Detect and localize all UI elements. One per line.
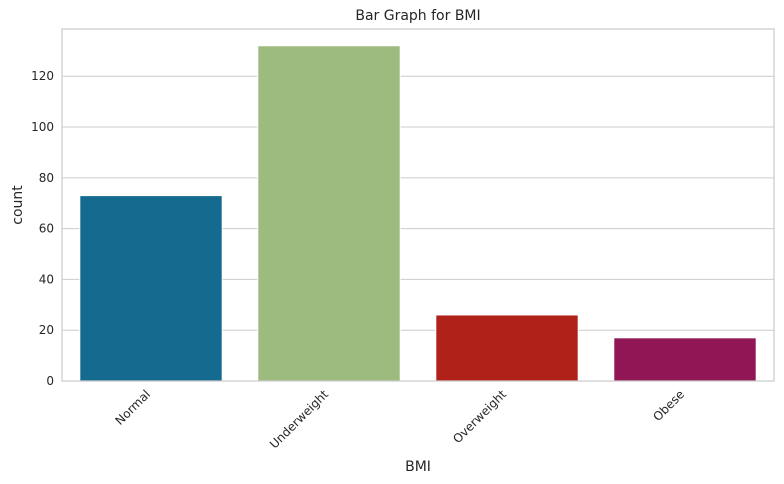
x-tick-label: Underweight	[267, 387, 331, 451]
y-axis-label: count	[10, 185, 26, 225]
x-tick-label: Normal	[113, 387, 154, 428]
x-tick-label: Overweight	[450, 387, 509, 446]
bar-normal	[79, 195, 223, 382]
y-tick-labels: 0 20 40 60 80 100 120	[31, 69, 54, 388]
x-axis-label: BMI	[405, 459, 431, 475]
y-tick-label: 120	[31, 69, 54, 83]
x-tick-label: Obese	[650, 387, 687, 424]
y-tick-label: 100	[31, 120, 54, 134]
plot-frame	[61, 28, 775, 382]
y-tick-label: 20	[39, 323, 54, 337]
bar-underweight	[257, 45, 401, 382]
y-tick-label: 0	[46, 374, 54, 388]
bar-overweight	[435, 314, 579, 382]
x-tick-labels: Normal Underweight Overweight Obese	[113, 387, 688, 451]
bar-obese	[613, 337, 757, 382]
y-tick-label: 40	[39, 272, 54, 286]
y-tick-label: 60	[39, 222, 54, 236]
chart-title: Bar Graph for BMI	[355, 8, 480, 24]
y-tick-label: 80	[39, 171, 54, 185]
